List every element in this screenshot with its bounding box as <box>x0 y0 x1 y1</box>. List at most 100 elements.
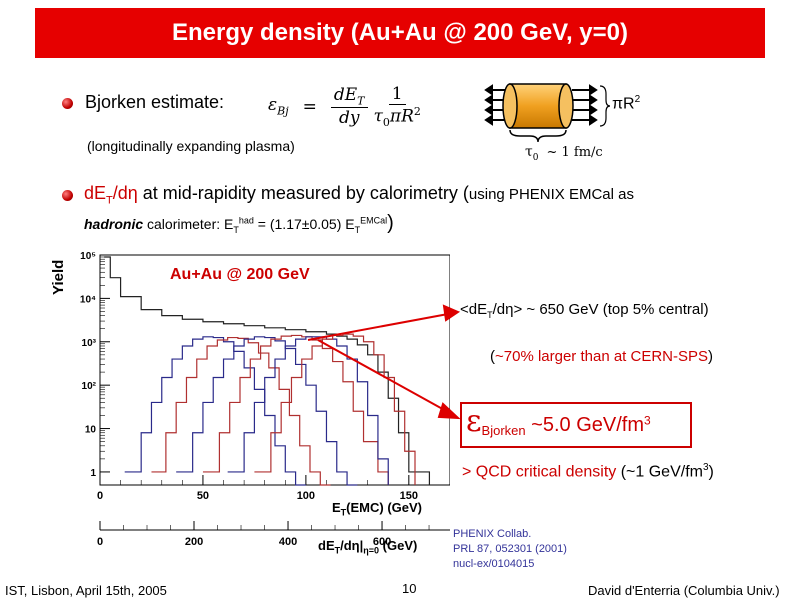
fraction-1: dET dy <box>330 84 368 129</box>
footer-right: David d'Enterria (Columbia Univ.) <box>588 583 780 598</box>
bjorken-label: Bjorken estimate: <box>85 92 225 112</box>
chart-title: Au+Au @ 200 GeV <box>170 266 310 283</box>
series-line-red-4 <box>202 334 389 485</box>
sps-red-text: ~70% larger than at CERN-SPS <box>495 348 709 365</box>
epsilon-value: εBjorken ~5.0 GeV/fm3 <box>466 404 651 439</box>
bjorken-formula: εBj = dET dy 1 τ0πR2 <box>268 84 421 129</box>
bullet-marker <box>62 98 73 109</box>
fraction-2-num: 1 <box>388 84 406 105</box>
fraction-1-den: dy <box>338 108 360 129</box>
xlabel-sub: T <box>340 507 347 518</box>
et-sup2: EMCal <box>360 215 388 226</box>
det-text: dE <box>84 183 107 203</box>
x-tick-label: 100 <box>297 490 315 502</box>
x-tick-label: 50 <box>197 490 209 502</box>
right-arrows <box>572 84 598 126</box>
footer-left: IST, Lisbon, April 15th, 2005 <box>5 583 167 598</box>
qcd-sup: 3 <box>702 462 709 473</box>
fraction-2-den: τ0πR2 <box>374 105 421 129</box>
page-number: 10 <box>402 581 417 596</box>
x-tick-label: 0 <box>97 490 103 502</box>
x2label-end: (GeV) <box>379 538 418 553</box>
bottom-brace <box>509 129 567 143</box>
close-paren: ) <box>387 212 394 234</box>
y-tick-label: 10² <box>82 381 97 392</box>
arrow-to-eps <box>317 339 449 413</box>
slide-title: Energy density (Au+Au @ 200 GeV, y=0) <box>171 19 629 46</box>
qcd-critical-line: > QCD critical density (~1 GeV/fm3) <box>462 462 714 481</box>
series-line-red-6 <box>254 333 416 485</box>
epsilon-number: ~5.0 GeV/fm <box>525 414 645 436</box>
series-line-red-2 <box>151 336 331 486</box>
cylinder-right-cap <box>558 83 574 129</box>
pi-r-text: πR <box>612 95 635 113</box>
epsilon-subscript: Bjorken <box>481 423 526 439</box>
x2-axis-label: dET/dη|η=0 (GeV) <box>318 538 417 556</box>
mean-sub: T <box>487 310 493 320</box>
epsilon-sup: 3 <box>644 413 651 428</box>
qcd-end: ) <box>708 463 714 481</box>
y-tick-label: 1 <box>90 468 96 479</box>
pi-r-sup: 2 <box>634 94 641 105</box>
den2-sup: 2 <box>413 105 421 118</box>
sps-comparison: (~70% larger than at CERN-SPS) <box>490 348 713 365</box>
series-line-blue-5 <box>227 336 389 485</box>
den2-sub: 0 <box>382 116 390 130</box>
x2label-sub2: η=0 <box>363 545 380 556</box>
mean-det-annotation: <dET/dη> ~ 650 GeV (top 5% central) <box>460 301 709 320</box>
hadronic-text-b: = (1.17±0.05) E <box>253 216 355 232</box>
emcal-text: using PHENIX EMCal as <box>468 186 634 203</box>
den2-tau: τ <box>373 106 383 127</box>
hadronic-line: hadronic calorimeter: EThad = (1.17±0.05… <box>84 212 394 235</box>
reference-block: PHENIX Collab. PRL 87, 052301 (2001) nuc… <box>453 527 567 572</box>
num1-text: dE <box>333 84 358 105</box>
fraction-2: 1 τ0πR2 <box>374 84 421 129</box>
x2-tick-label: 200 <box>185 536 203 548</box>
mean-rest: /dη> ~ 650 GeV (top 5% central) <box>492 301 709 318</box>
qcd-black-text: (~1 GeV/fm <box>616 463 703 481</box>
calorimetry-text: at mid-rapidity measured by calorimetry … <box>137 183 469 203</box>
x2-tick-label: 400 <box>279 536 297 548</box>
tau-symbol: τ <box>525 144 533 160</box>
den2-rest: πR <box>389 106 414 127</box>
cylinder-diagram <box>484 83 610 129</box>
series-line-blue-3 <box>176 336 358 486</box>
et-sup1: had <box>238 215 254 226</box>
y-tick-label: 10⁵ <box>80 251 96 262</box>
calorimetry-line: dET/dη at mid-rapidity measured by calor… <box>84 183 634 207</box>
arrow-to-eps-head <box>437 402 461 420</box>
hadronic-text-a: calorimeter: E <box>143 216 234 232</box>
epsilon-box <box>460 402 692 448</box>
cylinder-left-cap <box>502 83 518 129</box>
series-line-black-0 <box>104 256 431 485</box>
series-line-blue-1 <box>124 336 306 486</box>
right-brace <box>599 85 610 127</box>
hadronic-word: hadronic <box>84 216 144 232</box>
eps-subscript: Bj <box>277 104 289 118</box>
equals-sign: = <box>302 96 317 117</box>
y-tick-label: 10 <box>85 425 97 436</box>
det-sub: T <box>106 194 113 207</box>
tau-value: ~ 1 fm/c <box>546 145 603 160</box>
et-sub2: T <box>354 224 361 235</box>
num1-sub: T <box>357 94 365 108</box>
tau-label: τ0 ~ 1 fm/c <box>525 144 603 163</box>
x2-tick-label: 0 <box>97 536 103 548</box>
sps-open: ( <box>490 348 495 365</box>
fraction-1-num: dET <box>330 84 368 109</box>
x2-tick-label: 600 <box>373 536 391 548</box>
x-axis-label: ET(EMC) (GeV) <box>332 500 422 518</box>
reference-line-1: PHENIX Collab. <box>453 528 532 540</box>
yield-chart: 1 10 10² 10³ 10⁴ 10⁵ 0 50 100 150 0 200 400 600 <box>80 251 450 548</box>
mean-text: <dE <box>460 301 488 318</box>
tau-sub: 0 <box>532 152 539 163</box>
x2label-sub: T <box>334 545 341 556</box>
reference-line-2: PRL 87, 052301 (2001) <box>453 543 567 555</box>
plot-frame <box>99 254 450 486</box>
et-sub1: T <box>233 224 239 235</box>
x-tick-label: 150 <box>400 490 418 502</box>
title-bar <box>35 8 765 58</box>
plasma-note: (longitudinally expanding plasma) <box>87 138 295 154</box>
arrow-to-mean-head <box>442 304 461 322</box>
